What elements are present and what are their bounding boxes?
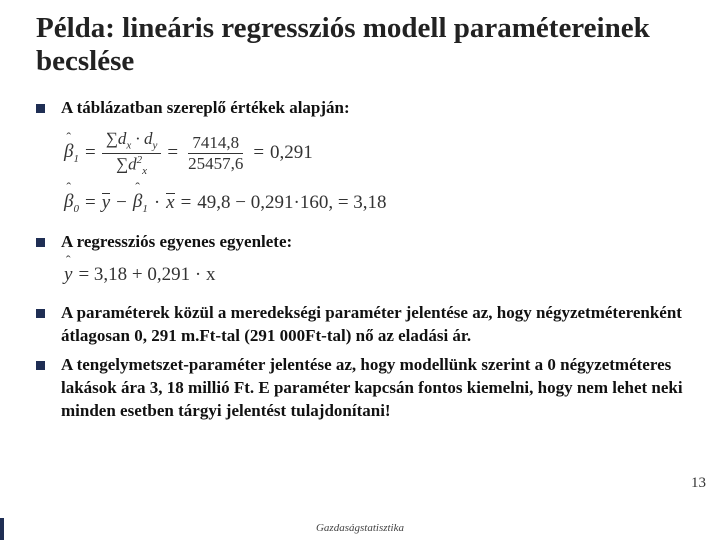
bullet-1-text: A táblázatban szereplő értékek alapján: [61, 97, 350, 120]
formula-line: y = 3,18 + 0,291 · x [64, 264, 684, 286]
bullet-2-text: A regressziós egyenes egyenlete: [61, 231, 292, 254]
dx2: d [128, 154, 137, 173]
bullet-2: A regressziós egyenes egyenlete: [36, 231, 684, 254]
formula-block-1: β1 = ∑dx · dy ∑d2x = 7414,8 25457,6 = 0,… [64, 130, 684, 215]
bullet-1: A táblázatban szereplő értékek alapján: [36, 97, 684, 120]
formula-block-2: y = 3,18 + 0,291 · x [64, 264, 684, 286]
sum2: ∑ [116, 154, 128, 173]
bullet-4-text: A tengelymetszet-paraméter jelentése az,… [61, 354, 684, 423]
page-number: 13 [691, 475, 706, 492]
slide: Példa: lineáris regressziós modell param… [0, 0, 720, 540]
beta1-sub: 1 [73, 153, 79, 165]
formula-beta0: β0 = y − β1 · x = 49,8 − 0,291·160, = 3,… [64, 191, 684, 215]
bullet-marker-icon [36, 238, 45, 247]
slide-title: Példa: lineáris regressziós modell param… [36, 12, 684, 79]
line-eq: = 3,18 + 0,291 · x [78, 264, 215, 286]
beta0-hat: β [64, 191, 73, 213]
expr2: 49,8 − 0,291·160, = 3,18 [197, 192, 386, 214]
bullet-4: A tengelymetszet-paraméter jelentése az,… [36, 354, 684, 423]
beta1-sub2: 1 [142, 203, 148, 215]
xbar: x [166, 192, 174, 214]
dx2-sub: x [142, 165, 147, 177]
beta1-hat2: β [133, 191, 142, 213]
dy-sub: y [152, 139, 157, 151]
val1: 0,291 [270, 142, 313, 164]
sum1: ∑ [106, 129, 118, 148]
beta1-hat: β [64, 141, 73, 163]
ybar: y [102, 192, 110, 214]
yhat: y [64, 264, 72, 286]
bullet-3: A paraméterek közül a meredekségi paramé… [36, 302, 684, 348]
bullet-marker-icon [36, 309, 45, 318]
bullet-marker-icon [36, 361, 45, 370]
formula-beta1: β1 = ∑dx · dy ∑d2x = 7414,8 25457,6 = 0,… [64, 130, 684, 178]
den1: 25457,6 [184, 154, 247, 173]
bullet-marker-icon [36, 104, 45, 113]
beta0-sub: 0 [73, 203, 79, 215]
footer-text: Gazdaságstatisztika [0, 522, 720, 534]
bullet-3-text: A paraméterek közül a meredekségi paramé… [61, 302, 684, 348]
num1: 7414,8 [188, 134, 243, 154]
dx-sub: x [126, 139, 131, 151]
